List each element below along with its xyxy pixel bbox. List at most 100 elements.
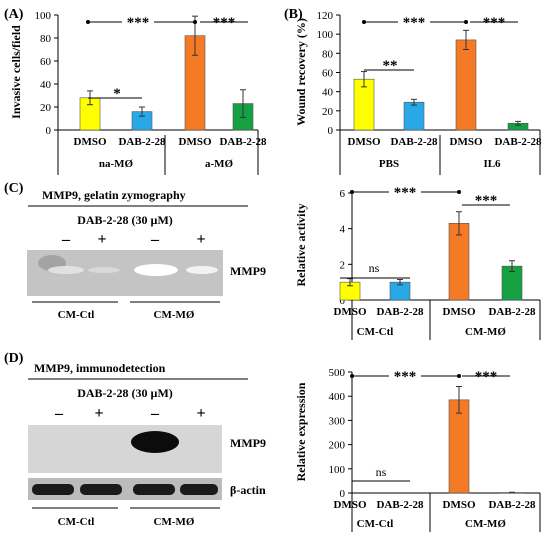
panel-label-b: (B) — [284, 7, 303, 22]
blot-c-band-label: MMP9 — [230, 264, 266, 278]
x-group-label: CM-Ctl — [357, 326, 394, 338]
blot-c-group-2: CM-MØ — [154, 309, 195, 321]
bar — [448, 399, 470, 494]
significance-dot — [457, 190, 461, 194]
blot-c-treatment: DAB-2-28 (30 µM) — [77, 213, 173, 227]
x-category-label: DAB-2-28 — [494, 136, 542, 148]
x-group-label: CM-Ctl — [357, 518, 394, 530]
blot-c-band-2 — [88, 267, 120, 273]
y-tick-label: 400 — [329, 391, 346, 403]
significance-label: ns — [369, 261, 380, 275]
bar — [403, 101, 425, 131]
blot-d-actin-band-4 — [180, 484, 218, 495]
significance-dot — [464, 20, 468, 24]
blot-d-lane-1: – — [54, 405, 64, 422]
significance-label: *** — [475, 193, 498, 209]
y-axis-label: Relative activity — [294, 204, 308, 287]
x-category-label: DMSO — [179, 136, 212, 148]
y-tick-label: 20 — [322, 106, 334, 118]
y-axis-label: Invasive cells/field — [9, 25, 23, 119]
y-tick-label: 120 — [317, 10, 334, 22]
significance-label: *** — [127, 15, 150, 31]
blot-d-upper-image — [28, 425, 222, 473]
y-tick-label: 80 — [322, 48, 334, 60]
chart-d: 0 100 200 300 400 500 Relative expression DMSO D… — [294, 367, 541, 532]
significance-label: ns — [376, 465, 387, 479]
significance-dot — [193, 20, 197, 24]
x-category-label: DAB-2-28 — [390, 136, 438, 148]
y-tick-label: 60 — [322, 68, 334, 80]
blot-d-actin-band-1 — [32, 484, 74, 495]
x-category-label: DAB-2-28 — [488, 306, 536, 318]
blot-c-band-3 — [134, 264, 178, 276]
y-tick-label: 60 — [40, 56, 52, 68]
significance-label-bg — [389, 184, 421, 196]
significance-label: *** — [483, 15, 506, 31]
bar — [455, 39, 477, 131]
blot-d-lane-4: + — [196, 405, 205, 422]
chart-c: 0 2 4 6 Relative activity DMSO DAB-2-28 DMSO DAB… — [294, 184, 541, 340]
x-group-label: CM-MØ — [465, 326, 506, 338]
y-tick-label: 6 — [340, 188, 346, 200]
y-tick-label: 80 — [40, 33, 52, 45]
x-category-label: DAB-2-28 — [118, 136, 166, 148]
blot-c-lane-2: + — [97, 231, 106, 248]
significance-label: *** — [394, 185, 417, 201]
significance-label: ** — [383, 58, 398, 74]
x-category-label: DAB-2-28 — [219, 136, 267, 148]
x-category-label: DMSO — [450, 136, 483, 148]
x-category-label: DMSO — [348, 136, 381, 148]
significance-label: *** — [475, 369, 498, 385]
blot-c: MMP9, gelatin zymography DAB-2-28 (30 µM… — [27, 188, 266, 321]
x-category-label: DAB-2-28 — [488, 499, 536, 511]
x-category-label: DMSO — [334, 306, 367, 318]
significance-dot — [86, 20, 90, 24]
y-tick-label: 40 — [40, 79, 52, 91]
x-category-label: DMSO — [74, 136, 107, 148]
panel-label-a: (A) — [4, 7, 24, 22]
blot-c-title: MMP9, gelatin zymography — [42, 188, 186, 202]
y-tick-label: 200 — [329, 440, 346, 452]
blot-d-band-label-bottom: β-actin — [230, 483, 266, 497]
y-tick-label: 0 — [340, 295, 346, 307]
x-category-label: DMSO — [443, 499, 476, 511]
significance-label: *** — [394, 369, 417, 385]
blot-d-actin-band-2 — [80, 484, 122, 495]
x-group-label: na-MØ — [99, 158, 134, 170]
significance-label-bg — [122, 14, 154, 26]
blot-c-band-1 — [48, 266, 84, 274]
blot-d-lane-2: + — [94, 405, 103, 422]
blot-d-treatment: DAB-2-28 (30 µM) — [77, 386, 173, 400]
blot-d-title: MMP9, immunodetection — [34, 361, 166, 375]
y-tick-label: 300 — [329, 415, 346, 427]
blot-d: MMP9, immunodetection DAB-2-28 (30 µM) –… — [28, 361, 266, 528]
y-tick-label: 100 — [329, 464, 346, 476]
blot-d-lane-3: – — [150, 405, 160, 422]
y-tick-label: 100 — [317, 29, 334, 41]
significance-dot — [350, 190, 354, 194]
significance-label: * — [113, 86, 121, 102]
significance-dot — [350, 374, 354, 378]
significance-label: *** — [213, 15, 236, 31]
chart-b: 0 20 40 60 80 100 120 Wound recovery (%) DMSO DAB… — [294, 10, 542, 175]
significance-dot — [457, 374, 461, 378]
blot-d-group-2: CM-MØ — [154, 516, 195, 528]
significance-label: *** — [403, 15, 426, 31]
blot-c-band-4 — [186, 266, 218, 274]
significance-dot — [362, 20, 366, 24]
y-tick-label: 0 — [328, 125, 334, 137]
blot-d-actin-band-3 — [133, 484, 175, 495]
x-group-label: a-MØ — [205, 158, 234, 170]
y-tick-label: 40 — [322, 87, 334, 99]
y-axis-label: Relative expression — [294, 382, 308, 481]
x-category-label: DAB-2-28 — [376, 306, 424, 318]
blot-c-lane-1: – — [61, 231, 71, 248]
x-group-label: IL6 — [483, 158, 501, 170]
y-tick-label: 500 — [329, 367, 346, 379]
y-tick-label: 2 — [340, 259, 346, 271]
y-tick-label: 4 — [340, 224, 346, 236]
x-category-label: DMSO — [334, 499, 367, 511]
chart-a: 0 20 40 60 80 100 Invasive cells/field DMSO DAB-… — [9, 10, 267, 175]
blot-d-group-1: CM-Ctl — [58, 516, 95, 528]
